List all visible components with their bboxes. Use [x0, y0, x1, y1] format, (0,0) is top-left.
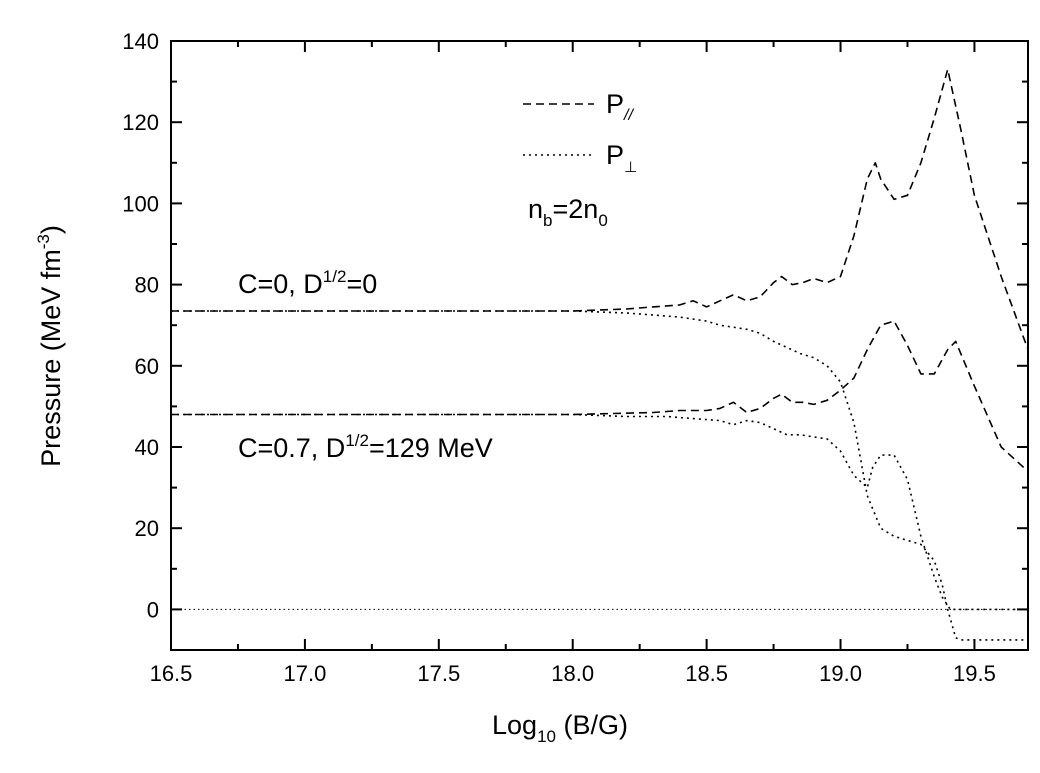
x-tick-label: 18.5 [685, 661, 728, 686]
y-tick-label: 40 [135, 435, 159, 460]
series-layer [171, 68, 1029, 641]
series-line-c-0-7-dotted [171, 413, 1028, 611]
plot-frame [170, 40, 1029, 651]
y-tick-label: 100 [122, 191, 159, 216]
legend-label-perp: P⊥ [606, 140, 637, 176]
y-tick-label: 80 [135, 273, 159, 298]
y-axis-title: Pressure (MeV fm-3) [34, 225, 66, 467]
series-line-c-0-dotted [171, 310, 1028, 641]
x-tick-label: 19.0 [819, 661, 862, 686]
series-line-c-0-dashed [171, 68, 1029, 350]
y-tick-label: 0 [147, 597, 159, 622]
ticks-layer: 16.5 17.0 17.5 18.0 18.5 19.0 19.5 0 20 40 60 80 100… [122, 29, 1028, 686]
legend-label-parallel: P// [606, 89, 634, 124]
x-tick-label: 18.0 [551, 661, 594, 686]
y-tick-label: 120 [122, 110, 159, 135]
x-tick-label: 17.0 [283, 661, 326, 686]
y-tick-label: 60 [135, 354, 159, 379]
x-tick-label: 19.5 [953, 661, 996, 686]
x-axis-title: Log10 (B/G) [492, 710, 628, 746]
legend: P// P⊥ nb=2n0 [523, 89, 637, 230]
series-line-c-0-7-dashed [171, 320, 1029, 472]
y-tick-label: 20 [135, 516, 159, 541]
annotation-c07: C=0.7, D1/2=129 MeV [238, 431, 493, 463]
x-tick-label: 16.5 [150, 661, 193, 686]
y-tick-label: 140 [122, 29, 159, 54]
annotation-c0: C=0, D1/2=0 [238, 267, 377, 299]
legend-note-density: nb=2n0 [528, 194, 608, 230]
x-tick-label: 17.5 [417, 661, 460, 686]
